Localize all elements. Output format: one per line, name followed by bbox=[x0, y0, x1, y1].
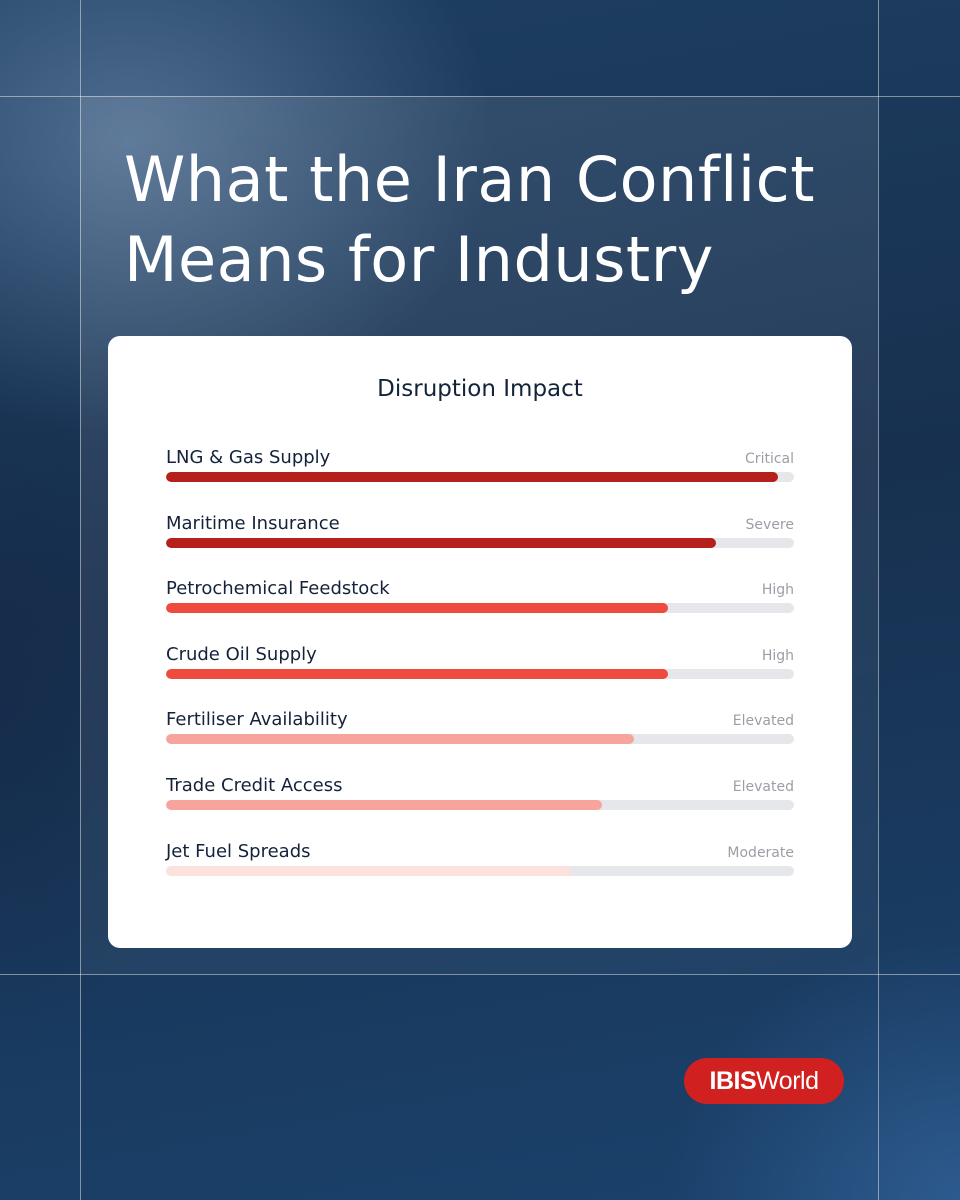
bar-label: Trade Credit Access bbox=[166, 774, 343, 796]
bar-level-label: Critical bbox=[745, 451, 794, 467]
bar-fill bbox=[166, 603, 668, 614]
bar-fill bbox=[166, 865, 571, 876]
bar-track bbox=[166, 472, 794, 482]
bar-fill bbox=[166, 668, 668, 679]
bar-row: Jet Fuel Spreads Moderate bbox=[166, 840, 794, 906]
bar-level-label: High bbox=[761, 582, 794, 599]
bar-level-label: Severe bbox=[745, 516, 794, 533]
bar-level-label: High bbox=[761, 647, 794, 664]
bar-level-label: Moderate bbox=[727, 844, 794, 861]
bar-level-label: Elevated bbox=[732, 778, 794, 795]
bar-track bbox=[166, 734, 794, 745]
bar-row: Maritime Insurance Severe bbox=[166, 512, 794, 578]
bar-label: LNG & Gas Supply bbox=[166, 447, 331, 468]
bar-track bbox=[166, 865, 794, 876]
title-line-2: Means for Industry bbox=[124, 223, 714, 296]
bar-track bbox=[166, 668, 794, 679]
bar-fill bbox=[166, 472, 778, 482]
title-line-1: What the Iran Conflict bbox=[124, 143, 816, 216]
grid-line-vertical-left bbox=[80, 0, 81, 1200]
bar-row: Fertiliser Availability Elevated bbox=[166, 708, 794, 774]
bar-label: Petrochemical Feedstock bbox=[166, 578, 390, 600]
ibisworld-logo: IBIS World bbox=[684, 1058, 844, 1104]
bar-track bbox=[166, 603, 794, 614]
bar-label: Fertiliser Availability bbox=[166, 709, 348, 731]
impact-card: Disruption Impact LNG & Gas Supply Critic… bbox=[108, 336, 852, 948]
grid-line-horizontal-bottom bbox=[0, 974, 960, 975]
bar-fill bbox=[166, 734, 634, 745]
bar-row: Petrochemical Feedstock High bbox=[166, 577, 794, 643]
bar-label: Jet Fuel Spreads bbox=[166, 840, 311, 862]
logo-text-ibis: IBIS bbox=[709, 1066, 757, 1095]
grid-line-horizontal-top bbox=[0, 96, 960, 97]
bar-row: LNG & Gas Supply Critical bbox=[166, 446, 794, 512]
bar-level-label: Elevated bbox=[732, 713, 794, 730]
bar-fill bbox=[166, 537, 716, 548]
bar-track bbox=[166, 537, 794, 548]
impact-bar-list: LNG & Gas Supply Critical Maritime Insuran… bbox=[166, 446, 794, 905]
grid-line-vertical-right bbox=[878, 0, 879, 1200]
bar-row: Crude Oil Supply High bbox=[166, 643, 794, 709]
chart-title: Disruption Impact bbox=[377, 376, 583, 402]
bar-label: Crude Oil Supply bbox=[166, 643, 317, 665]
logo-text-world: World bbox=[756, 1066, 819, 1095]
page-title: What the Iran Conflict Means for Industr… bbox=[124, 140, 884, 300]
bar-row: Trade Credit Access Elevated bbox=[166, 774, 794, 840]
bar-fill bbox=[166, 799, 602, 810]
bar-label: Maritime Insurance bbox=[166, 512, 340, 534]
bar-track bbox=[166, 799, 794, 810]
